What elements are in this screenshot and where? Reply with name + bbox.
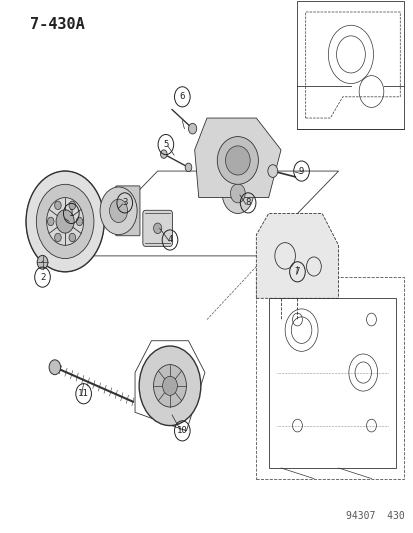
Circle shape [69, 201, 76, 209]
Circle shape [36, 184, 94, 259]
Ellipse shape [225, 146, 249, 175]
Circle shape [230, 184, 244, 203]
Text: 2: 2 [40, 272, 45, 281]
Circle shape [76, 217, 83, 225]
Ellipse shape [153, 223, 161, 233]
Text: 4: 4 [167, 236, 172, 245]
Ellipse shape [217, 136, 258, 184]
Circle shape [185, 163, 191, 172]
Circle shape [100, 187, 137, 235]
Circle shape [188, 123, 196, 134]
Text: 1: 1 [69, 209, 74, 218]
Circle shape [49, 360, 60, 375]
Circle shape [47, 217, 54, 225]
Circle shape [222, 173, 253, 214]
Circle shape [160, 150, 167, 158]
Circle shape [139, 346, 200, 425]
Circle shape [153, 365, 186, 407]
FancyBboxPatch shape [115, 186, 140, 236]
Polygon shape [194, 118, 280, 198]
Circle shape [26, 171, 104, 272]
Circle shape [37, 255, 48, 269]
Text: 3: 3 [122, 198, 127, 207]
Circle shape [56, 210, 74, 233]
Text: 7: 7 [294, 268, 299, 276]
Text: 9: 9 [298, 166, 304, 175]
FancyBboxPatch shape [142, 211, 172, 246]
Circle shape [69, 233, 76, 242]
Circle shape [55, 233, 61, 242]
Polygon shape [256, 214, 338, 298]
Text: 10: 10 [176, 426, 187, 435]
Text: 11: 11 [78, 389, 89, 398]
Text: 94307  430: 94307 430 [345, 511, 404, 521]
Text: 5: 5 [163, 140, 168, 149]
Circle shape [267, 165, 277, 177]
Text: 6: 6 [179, 92, 185, 101]
Circle shape [162, 376, 177, 395]
Circle shape [55, 201, 61, 209]
Text: 7-430A: 7-430A [30, 17, 85, 33]
Circle shape [47, 198, 83, 245]
Text: 8: 8 [245, 198, 250, 207]
Circle shape [109, 199, 127, 222]
